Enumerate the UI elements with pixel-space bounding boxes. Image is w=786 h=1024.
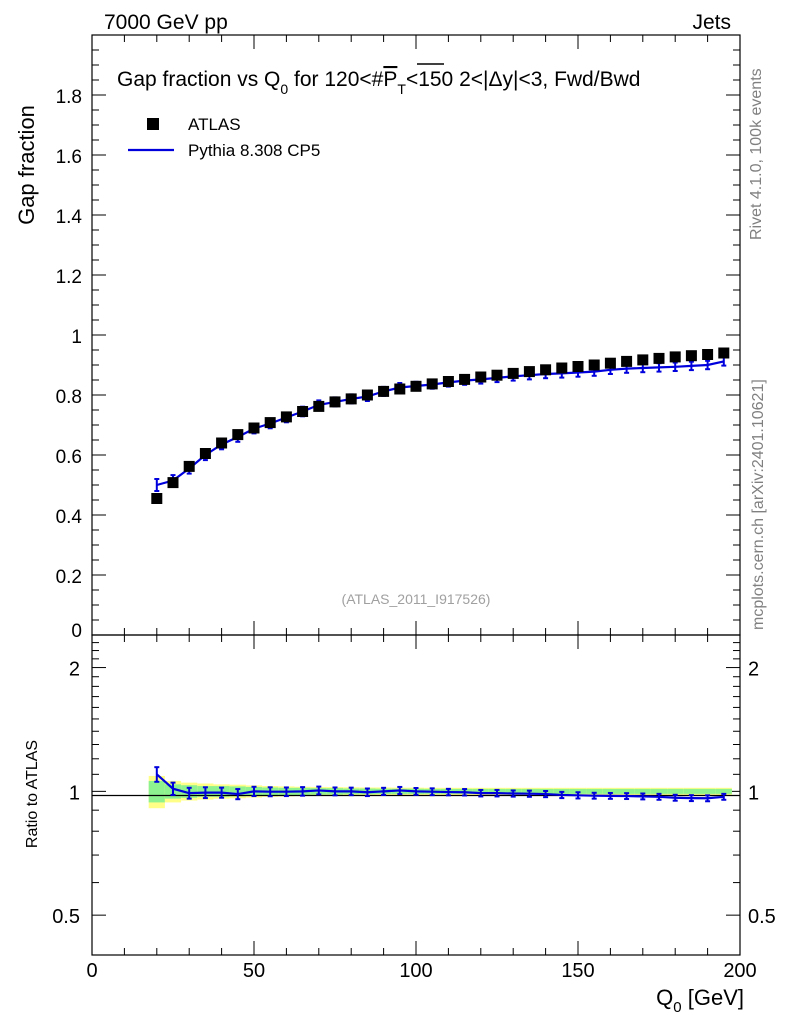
band-inner [650, 788, 668, 794]
axis-ticks: 0 0.2 0.4 0.6 0.8 1 1.2 1.4 1.6 1.8 0 50 100 150 200 0.… [52, 35, 776, 982]
band-inner [667, 788, 684, 794]
pythia-series-main [154, 356, 727, 492]
band-inner [699, 788, 716, 794]
y-tick-label-main: 1 [71, 327, 82, 348]
atlas-data-point [507, 367, 519, 379]
atlas-data-point [426, 378, 438, 390]
pythia-ratio-line [156, 773, 724, 800]
atlas-data-point [621, 355, 633, 367]
x-tick-label: 100 [399, 960, 432, 982]
atlas-data-point [394, 383, 406, 395]
atlas-data-point [280, 411, 292, 423]
atlas-data-point [685, 350, 697, 362]
atlas-data-point [248, 422, 260, 434]
atlas-data-point [442, 376, 454, 387]
legend-atlas-label: ATLAS [188, 115, 241, 134]
y-tick-label-main: 1.8 [56, 87, 82, 108]
atlas-data-point [378, 385, 390, 397]
y-tick-label-ratio-right: 1 [748, 782, 759, 804]
legend-atlas-marker [147, 118, 159, 130]
band-inner [586, 788, 603, 794]
x-tick-label: 50 [243, 960, 265, 982]
y-tick-label-main: 1.2 [56, 267, 82, 288]
y-tick-label-ratio: 2 [69, 659, 80, 681]
y-tick-label-ratio-right: 0.5 [748, 906, 776, 928]
x-tick-label: 0 [86, 960, 97, 982]
band-inner [715, 788, 732, 794]
x-tick-label: 200 [723, 960, 756, 982]
atlas-data-point [183, 460, 195, 472]
y-tick-label-main: 0.6 [56, 447, 82, 468]
band-inner [602, 788, 619, 794]
atlas-data-point [475, 371, 487, 383]
atlas-data-point [491, 369, 503, 381]
band-inner [618, 788, 635, 794]
band-inner [683, 788, 700, 794]
y-tick-label-main: 0 [71, 621, 82, 642]
y-tick-label-main: 0.2 [56, 567, 82, 588]
atlas-data-point [216, 437, 228, 449]
atlas-data-point [572, 361, 584, 372]
pythia-series-ratio [154, 766, 727, 803]
atlas-data-point [199, 448, 211, 459]
atlas-data-point [702, 349, 714, 360]
y-tick-label-main: 0.8 [56, 387, 82, 408]
atlas-data-point [523, 366, 535, 378]
y-tick-label-main: 1.6 [56, 147, 82, 168]
legend-pythia-label: Pythia 8.308 CP5 [188, 141, 320, 160]
atlas-data-point [345, 393, 357, 405]
atlas-data-point [718, 347, 730, 359]
band-inner [634, 788, 651, 794]
y-axis-label-main: Gap fraction [14, 105, 39, 225]
atlas-data-point [410, 380, 422, 392]
atlas-data-point [329, 396, 341, 408]
atlas-data-point [604, 357, 616, 369]
atlas-data-point [459, 373, 471, 385]
y-tick-label-main: 1.4 [56, 207, 83, 228]
atlas-data-point [361, 389, 373, 401]
header-left: 7000 GeV pp [104, 11, 228, 34]
atlas-data-point [151, 493, 163, 504]
pythia-line [156, 360, 725, 487]
side-label-mcplots: mcplots.cern.ch [arXiv:2401.10621] [750, 379, 767, 630]
side-label-rivet: Rivet 4.1.0, 100k events [748, 68, 765, 240]
atlas-series-main [151, 347, 730, 504]
atlas-data-point [232, 429, 244, 441]
y-tick-label-ratio: 1 [69, 782, 80, 804]
y-tick-label-ratio-right: 2 [748, 659, 759, 681]
y-axis-label-ratio: Ratio to ATLAS [24, 740, 41, 848]
atlas-data-point [669, 351, 681, 363]
atlas-data-point [588, 359, 600, 371]
header-right: Jets [692, 11, 731, 34]
y-tick-label-ratio: 0.5 [52, 906, 80, 928]
atlas-data-point [540, 364, 552, 376]
atlas-data-point [653, 352, 665, 364]
atlas-data-point [297, 406, 309, 417]
x-tick-label: 150 [561, 960, 594, 982]
y-tick-label-main: 0.4 [56, 507, 83, 528]
atlas-data-point [556, 362, 568, 374]
atlas-data-point [167, 477, 179, 489]
atlas-data-point [313, 400, 325, 412]
analysis-watermark: (ATLAS_2011_I917526) [342, 591, 491, 607]
plot-title: Gap fraction vs Q0 for 120<#PT<150 2<|Δy… [117, 68, 640, 97]
band-inner [148, 780, 165, 803]
atlas-data-point [637, 354, 649, 366]
x-axis-label: Q0 [GeV] [656, 985, 744, 1016]
atlas-data-point [264, 417, 276, 429]
